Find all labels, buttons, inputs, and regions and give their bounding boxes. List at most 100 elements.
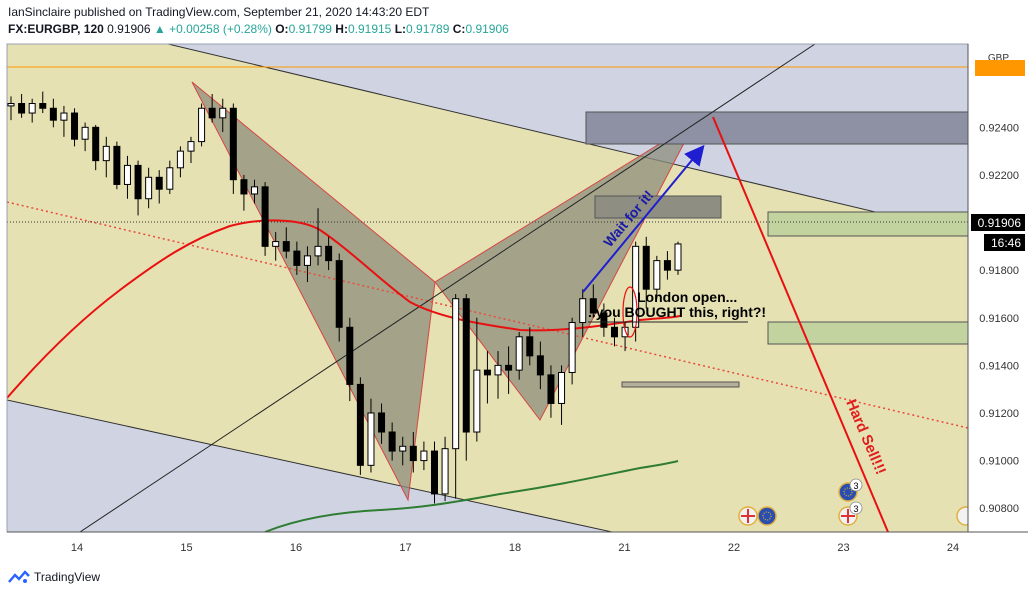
candle-body bbox=[610, 326, 618, 338]
demand-zone-upper bbox=[767, 211, 968, 237]
orange-level-badge bbox=[975, 60, 1025, 76]
event-count-badge: 3 bbox=[853, 481, 858, 491]
symbol-label: FX:EURGBP, 120 bbox=[8, 22, 104, 36]
x-tick-label: 24 bbox=[947, 542, 959, 554]
candle-body bbox=[483, 369, 491, 376]
small-zone bbox=[621, 381, 740, 388]
candle-body bbox=[155, 176, 163, 190]
candle-body bbox=[388, 431, 396, 452]
uk-flag-icon[interactable] bbox=[956, 506, 975, 526]
red-sell-line bbox=[712, 116, 889, 532]
candle-body bbox=[303, 255, 311, 266]
candle-body bbox=[505, 364, 513, 371]
low-label: L: bbox=[394, 22, 407, 36]
candle-body bbox=[240, 179, 248, 195]
candle-body bbox=[674, 243, 682, 271]
x-tick-label: 21 bbox=[618, 542, 630, 554]
open-label: O: bbox=[275, 22, 289, 36]
price-badge: 0.91906 bbox=[978, 216, 1022, 230]
candle-body bbox=[198, 107, 206, 143]
candle-body bbox=[208, 107, 216, 119]
high-value: 0.91915 bbox=[347, 22, 392, 36]
candle-body bbox=[18, 103, 26, 114]
channel-upper-line bbox=[167, 44, 968, 235]
candle-body bbox=[399, 445, 407, 452]
candles-group bbox=[7, 91, 682, 504]
candle-body bbox=[367, 412, 375, 466]
flag-icons: 3 3 bbox=[738, 478, 975, 526]
demand-zone-lower bbox=[767, 321, 968, 345]
x-tick-label: 22 bbox=[728, 542, 740, 554]
candle-body bbox=[568, 322, 576, 374]
supply-zone-upper bbox=[585, 111, 968, 145]
candle-body bbox=[229, 107, 237, 181]
candle-body bbox=[187, 141, 195, 152]
close-value: 0.91906 bbox=[465, 22, 509, 36]
candle-body bbox=[462, 298, 470, 433]
candle-body bbox=[71, 112, 79, 140]
candle-body bbox=[409, 445, 417, 462]
candle-body bbox=[176, 150, 184, 169]
candle-body bbox=[346, 326, 354, 385]
candle-body bbox=[335, 260, 343, 328]
annotation-london-open: London open... bbox=[637, 289, 737, 305]
y-axis[interactable] bbox=[968, 44, 1028, 532]
candle-body bbox=[293, 250, 301, 266]
candle-body bbox=[515, 336, 523, 371]
time-badge: 16:46 bbox=[991, 236, 1021, 250]
red-moving-average bbox=[7, 219, 681, 399]
publisher-line: IanSinclaire published on TradingView.co… bbox=[8, 5, 430, 19]
candle-body bbox=[663, 260, 671, 271]
candle-body bbox=[39, 103, 47, 109]
time-badge-bg bbox=[984, 234, 1025, 251]
candle-body bbox=[28, 103, 36, 114]
candle-body bbox=[92, 126, 100, 162]
y-tick-label: 0.91800 bbox=[979, 265, 1019, 277]
candle-body bbox=[134, 164, 142, 200]
eu-flag-icon[interactable] bbox=[757, 506, 777, 526]
candle-body bbox=[378, 412, 386, 433]
candle-body bbox=[282, 241, 290, 252]
diagonal-line bbox=[79, 44, 816, 532]
x-tick-label: 14 bbox=[71, 542, 83, 554]
x-tick-label: 16 bbox=[290, 542, 302, 554]
y-tick-label: 0.90800 bbox=[979, 503, 1019, 515]
event-count-badge: 3 bbox=[853, 504, 858, 514]
x-axis[interactable] bbox=[7, 532, 1028, 560]
tradingview-logo[interactable]: TradingView bbox=[8, 570, 100, 584]
candle-body bbox=[261, 186, 269, 247]
green-moving-average bbox=[264, 460, 679, 532]
candle-body bbox=[558, 372, 566, 404]
candle-body bbox=[314, 245, 322, 257]
candle-body bbox=[642, 245, 650, 290]
annotation-bought-this: ..you BOUGHT this, right?! bbox=[588, 304, 766, 320]
x-tick-label: 17 bbox=[399, 542, 411, 554]
candle-body bbox=[420, 450, 428, 462]
candle-body bbox=[272, 241, 280, 247]
candle-body bbox=[81, 126, 89, 140]
currency-label: GBP bbox=[988, 53, 1009, 64]
candle-body bbox=[7, 103, 15, 107]
y-tick-label: 0.91400 bbox=[979, 360, 1019, 372]
candle-body bbox=[430, 450, 438, 495]
low-value: 0.91789 bbox=[406, 22, 450, 36]
high-label: H: bbox=[335, 22, 348, 36]
price-change: +0.00258 (+0.28%) bbox=[169, 22, 272, 36]
candle-body bbox=[536, 355, 544, 376]
candle-body bbox=[589, 298, 597, 314]
y-tick-label: 0.91200 bbox=[979, 408, 1019, 420]
y-tick-label: 0.91000 bbox=[979, 456, 1019, 468]
blue-projection-arrow bbox=[582, 144, 705, 293]
symbol-ohlc-line: FX:EURGBP, 120 0.91906 ▲ +0.00258 (+0.28… bbox=[8, 22, 509, 36]
supply-zone-small bbox=[594, 195, 722, 219]
candle-body bbox=[49, 107, 57, 121]
y-tick-label: 0.91600 bbox=[979, 313, 1019, 325]
candle-body bbox=[579, 298, 587, 324]
up-triangle-icon: ▲ bbox=[153, 22, 166, 36]
candle-body bbox=[600, 312, 608, 328]
y-tick-label: 0.92400 bbox=[979, 122, 1019, 134]
candle-body bbox=[356, 383, 364, 466]
highlight-ellipse bbox=[622, 286, 638, 338]
last-price: 0.91906 bbox=[107, 22, 151, 36]
